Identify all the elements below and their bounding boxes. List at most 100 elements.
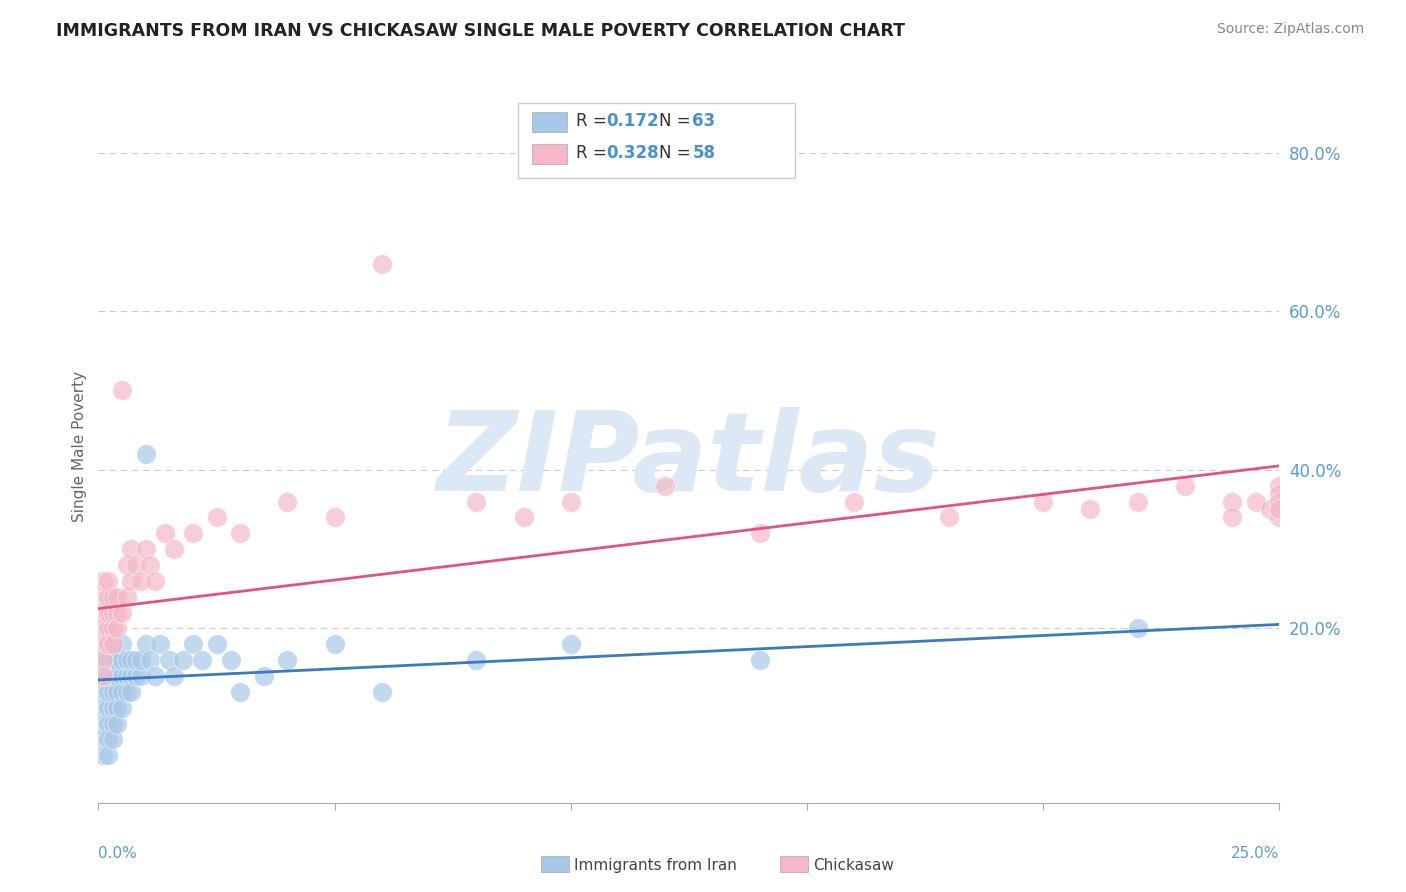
Point [101,732,124,747]
Point [97,700,120,714]
Point [748,526,770,541]
Text: 58: 58 [693,145,716,162]
Point [748,653,770,667]
Point [253,669,276,683]
Point [121,669,143,683]
Point [129,653,152,667]
Point [1268,510,1291,524]
Point [105,621,128,635]
Point [135,542,157,557]
Point [1268,502,1291,516]
Point [371,257,394,271]
Point [560,494,582,508]
Point [205,637,228,651]
Point [91,685,114,699]
Point [560,637,582,651]
Text: 63: 63 [693,112,716,130]
Point [129,574,152,588]
Point [115,669,138,683]
Point [276,494,298,508]
Point [111,606,134,620]
Point [91,748,114,763]
FancyBboxPatch shape [531,112,567,132]
Point [111,637,134,651]
Point [101,621,124,635]
FancyBboxPatch shape [531,145,567,164]
Point [115,685,138,699]
Point [163,542,186,557]
FancyBboxPatch shape [517,103,796,178]
Point [129,669,152,683]
Point [121,653,143,667]
Point [101,685,124,699]
Point [157,653,180,667]
Point [135,637,157,651]
Point [125,669,148,683]
Point [97,637,120,651]
Point [91,669,114,683]
Point [101,669,124,683]
Point [105,700,128,714]
Text: N =: N = [659,112,696,130]
Point [105,606,128,620]
Point [105,716,128,731]
Point [97,621,120,635]
Point [115,558,138,572]
Point [1174,478,1197,492]
Point [111,669,134,683]
Point [97,669,120,683]
Point [1268,494,1291,508]
Point [97,606,120,620]
Text: R =: R = [575,112,612,130]
Point [101,700,124,714]
Point [125,653,148,667]
Point [97,748,120,763]
Point [91,653,114,667]
Point [91,590,114,604]
Point [1126,494,1149,508]
Text: 0.328: 0.328 [606,145,659,162]
Point [512,510,534,524]
Point [1268,486,1291,500]
Point [191,653,214,667]
Point [219,653,242,667]
Point [654,478,676,492]
Point [101,716,124,731]
Point [323,637,346,651]
Point [91,669,114,683]
Point [91,716,114,731]
Text: ZIPatlas: ZIPatlas [437,407,941,514]
Text: 0.0%: 0.0% [98,846,138,861]
Point [125,558,148,572]
Text: Chickasaw: Chickasaw [813,858,894,872]
Text: IMMIGRANTS FROM IRAN VS CHICKASAW SINGLE MALE POVERTY CORRELATION CHART: IMMIGRANTS FROM IRAN VS CHICKASAW SINGLE… [56,22,905,40]
Point [105,653,128,667]
Point [938,510,960,524]
Point [105,669,128,683]
Point [91,732,114,747]
Point [121,574,143,588]
Point [465,653,488,667]
Point [91,653,114,667]
Point [149,637,172,651]
Point [91,606,114,620]
Point [1268,478,1291,492]
Point [115,653,138,667]
Point [323,510,346,524]
Point [111,685,134,699]
Point [229,685,252,699]
Point [139,558,162,572]
Point [1258,502,1281,516]
Point [139,653,162,667]
Point [1220,494,1243,508]
Point [1080,502,1102,516]
Point [101,590,124,604]
Point [121,685,143,699]
Point [1220,510,1243,524]
Point [105,685,128,699]
Point [371,685,394,699]
Point [97,685,120,699]
Point [111,653,134,667]
Point [111,384,134,398]
Text: Source: ZipAtlas.com: Source: ZipAtlas.com [1216,22,1364,37]
